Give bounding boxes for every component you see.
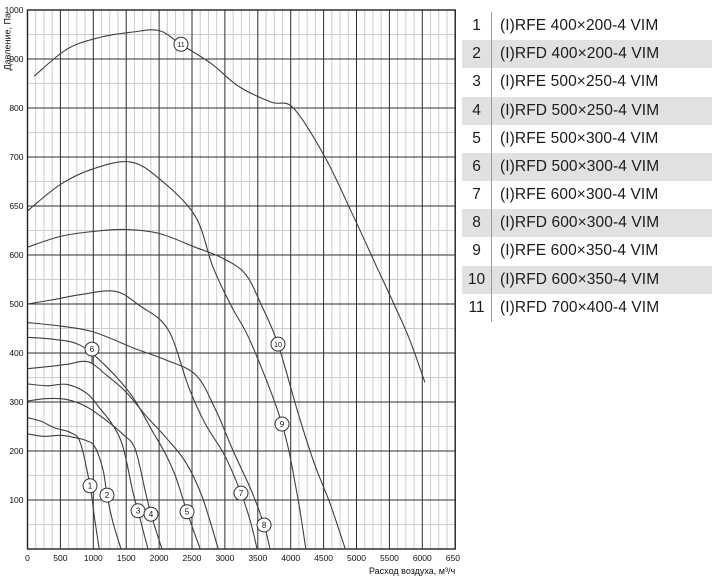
legend-row-label: (I)RFD 600×350-4 VIM bbox=[500, 270, 660, 288]
y-tick-label: 650 bbox=[9, 201, 23, 211]
legend-row-number: 8 bbox=[462, 209, 492, 238]
legend-row-number: 9 bbox=[462, 237, 492, 266]
curve-10 bbox=[27, 228, 346, 550]
y-tick-label: 1000 bbox=[5, 5, 24, 15]
x-axis-title: Расход воздуха, м³/ч bbox=[369, 566, 456, 576]
x-tick-label: 4500 bbox=[314, 553, 333, 563]
curve-label-circle-6 bbox=[84, 341, 100, 357]
legend-row: 2 (I)RFD 400×200-4 VIM bbox=[462, 40, 712, 69]
legend-row-label: (I)RFE 500×250-4 VIM bbox=[500, 73, 659, 91]
legend-row-label: (I)RFE 400×200-4 VIM bbox=[500, 17, 659, 35]
curve-5 bbox=[27, 336, 201, 550]
y-tick-label: 500 bbox=[9, 299, 23, 309]
curve-label-number-9: 9 bbox=[280, 420, 285, 429]
legend-row-label: (I)RFE 500×300-4 VIM bbox=[500, 129, 659, 147]
legend-table: 1 (I)RFE 400×200-4 VIM 2 (I)RFD 400×200-4 V… bbox=[462, 12, 712, 322]
legend-row-number: 4 bbox=[462, 96, 492, 125]
legend-row: 1 (I)RFE 400×200-4 VIM bbox=[462, 12, 712, 41]
legend-row-label: (I)RFD 500×250-4 VIM bbox=[500, 101, 660, 119]
curve-label-number-2: 2 bbox=[105, 491, 110, 500]
legend-row-number: 5 bbox=[462, 124, 492, 153]
curve-label-number-7: 7 bbox=[239, 489, 244, 498]
y-tick-label: 700 bbox=[9, 152, 23, 162]
y-tick-label: 300 bbox=[9, 397, 23, 407]
x-tick-label: 2000 bbox=[150, 553, 169, 563]
x-tick-label: 1500 bbox=[117, 553, 136, 563]
curve-label-number-1: 1 bbox=[88, 482, 93, 491]
legend-row-number: 1 bbox=[462, 12, 492, 41]
legend-row-number: 2 bbox=[462, 40, 492, 69]
x-tick-label: 6000 bbox=[413, 553, 432, 563]
curve-label-circle-7 bbox=[233, 485, 249, 501]
curve-label-number-10: 10 bbox=[274, 340, 282, 349]
legend-row-label: (I)RFD 600×300-4 VIM bbox=[500, 214, 660, 232]
y-tick-label: 400 bbox=[9, 348, 23, 358]
curve-label-number-3: 3 bbox=[136, 507, 141, 516]
legend-row-label: (I)RFD 500×300-4 VIM bbox=[500, 157, 660, 175]
curve-label-circle-8 bbox=[256, 517, 272, 533]
legend-row: 3 (I)RFE 500×250-4 VIM bbox=[462, 68, 712, 97]
x-tick-label: 500 bbox=[53, 553, 67, 563]
curve-8 bbox=[27, 322, 271, 550]
legend-row: 9 (I)RFE 600×350-4 VIM bbox=[462, 237, 712, 266]
curve-label-circle-5 bbox=[179, 504, 195, 520]
legend-row-label: (I)RFE 600×300-4 VIM bbox=[500, 186, 659, 204]
legend-row-label: (I)RFD 700×400-4 VIM bbox=[500, 298, 660, 316]
y-tick-label: 200 bbox=[9, 446, 23, 456]
curve-1 bbox=[27, 417, 100, 550]
x-tick-label: 1000 bbox=[84, 553, 103, 563]
curve-4 bbox=[27, 397, 163, 550]
x-tick-label: 2500 bbox=[183, 553, 202, 563]
curve-6 bbox=[27, 360, 219, 550]
curve-label-circle-10 bbox=[270, 336, 286, 352]
curve-label-number-8: 8 bbox=[262, 521, 267, 530]
legend-row-number: 7 bbox=[462, 181, 492, 210]
plot-frame bbox=[26, 9, 456, 550]
legend-row: 5 (I)RFE 500×300-4 VIM bbox=[462, 124, 712, 153]
y-tick-label: 900 bbox=[9, 54, 23, 64]
curve-9 bbox=[27, 161, 307, 550]
curve-label-number-6: 6 bbox=[90, 345, 95, 354]
legend-row-label: (I)RFE 600×350-4 VIM bbox=[500, 242, 659, 260]
legend-row: 8 (I)RFD 600×300-4 VIM bbox=[462, 209, 712, 238]
x-tick-label: 5500 bbox=[380, 553, 399, 563]
curve-label-circle-9 bbox=[274, 416, 290, 432]
legend-row: 7 (I)RFE 600×300-4 VIM bbox=[462, 181, 712, 210]
curve-label-circle-11 bbox=[173, 36, 189, 52]
curve-2 bbox=[27, 433, 122, 550]
y-tick-label: 100 bbox=[9, 495, 23, 505]
legend-row: 4 (I)RFD 500×250-4 VIM bbox=[462, 96, 712, 125]
curve-label-circle-4 bbox=[143, 506, 159, 522]
curve-label-number-4: 4 bbox=[149, 510, 154, 519]
legend-row: 11 (I)RFD 700×400-4 VIM bbox=[462, 293, 712, 322]
legend-row-number: 3 bbox=[462, 68, 492, 97]
y-tick-label: 600 bbox=[9, 250, 23, 260]
curve-label-circle-2 bbox=[99, 487, 115, 503]
x-tick-label: 6500 bbox=[446, 553, 460, 563]
legend-row: 6 (I)RFD 500×300-4 VIM bbox=[462, 152, 712, 182]
curve-label-number-5: 5 bbox=[185, 508, 190, 517]
y-axis-title: Давление, Па bbox=[3, 13, 13, 70]
legend-row-number: 11 bbox=[462, 293, 492, 322]
curve-11 bbox=[33, 29, 426, 383]
curve-label-circle-1 bbox=[82, 478, 98, 494]
x-tick-label: 3000 bbox=[215, 553, 234, 563]
x-tick-label: 0 bbox=[25, 553, 30, 563]
x-tick-label: 5000 bbox=[347, 553, 366, 563]
legend-row-label: (I)RFD 400×200-4 VIM bbox=[500, 45, 660, 63]
y-tick-label: 800 bbox=[9, 103, 23, 113]
x-tick-label: 3500 bbox=[248, 553, 267, 563]
legend-row-number: 10 bbox=[462, 265, 492, 294]
curve-label-number-11: 11 bbox=[177, 40, 184, 49]
x-tick-label: 4000 bbox=[281, 553, 300, 563]
legend-row-number: 6 bbox=[462, 152, 492, 182]
legend-row: 10 (I)RFD 600×350-4 VIM bbox=[462, 265, 712, 294]
